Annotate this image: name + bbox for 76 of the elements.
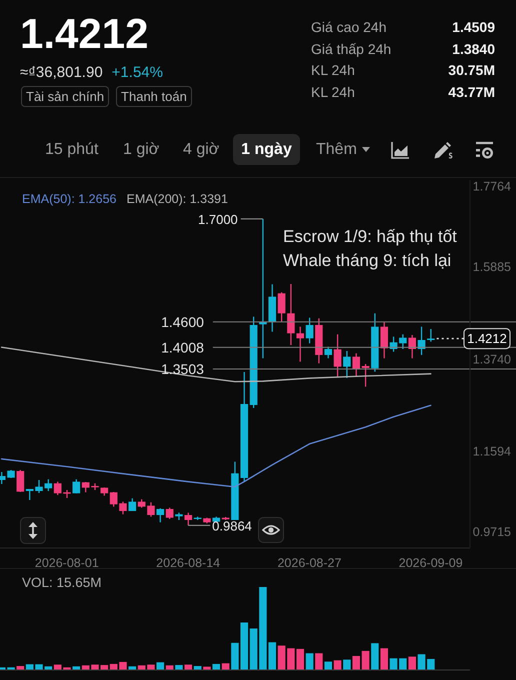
text: Thanh toán <box>121 89 187 104</box>
x-tick-label: 2026-08-14 <box>156 556 220 570</box>
chart-title: VOL: 15.65M <box>22 575 102 590</box>
text: 1 ngày <box>241 140 292 160</box>
y-tick-label: 1.1594 <box>472 444 512 459</box>
text: 30.75M <box>448 62 495 78</box>
candlestick <box>380 321 388 359</box>
candlestick <box>324 346 332 359</box>
text: KL 24h <box>311 84 355 100</box>
y-tick-label: 0.9715 <box>472 525 512 540</box>
text: 15 phút <box>45 140 98 160</box>
bar <box>324 662 332 670</box>
bar <box>240 622 248 670</box>
text: EMA(200): 1.3391 <box>126 192 228 207</box>
candlestick <box>296 326 304 362</box>
x-tick-label: 2026-09-09 <box>398 556 463 570</box>
candlestick <box>166 507 174 520</box>
bar <box>334 660 342 670</box>
x-tick-label: 2026-08-01 <box>34 556 99 570</box>
bar <box>203 666 211 670</box>
text: Giá cao 24h <box>311 19 386 35</box>
x-tick-label: 2026-08-27 <box>277 556 342 570</box>
candlestick <box>334 334 342 378</box>
bar <box>362 650 370 670</box>
annotation: Escrow 1/9: hấp thụ tốt <box>283 227 457 246</box>
candlestick <box>184 512 192 526</box>
text: Thêm <box>316 140 357 160</box>
bar <box>184 664 192 670</box>
bar <box>231 642 239 670</box>
text: 1 giờ <box>123 140 160 160</box>
text: 43.77M <box>448 84 495 100</box>
bar <box>408 656 416 670</box>
text: EMA(50): 1.2656 <box>22 192 116 207</box>
candlestick <box>362 363 370 388</box>
bar <box>380 648 388 670</box>
text: +1.54% <box>112 64 163 81</box>
candlestick <box>306 317 314 344</box>
text: KL 24h <box>311 62 355 78</box>
text: ≈₫36,801.90 <box>20 64 103 81</box>
candlestick <box>128 498 136 512</box>
y-tick-label: 1.3740 <box>472 352 512 366</box>
bar <box>296 648 304 670</box>
candlestick <box>352 352 360 378</box>
candlestick <box>287 283 295 346</box>
bar <box>352 656 360 670</box>
bar <box>343 660 351 670</box>
annotation: 1.7000 <box>198 212 238 227</box>
bar <box>268 642 276 670</box>
candlestick <box>408 334 416 359</box>
candlestick <box>156 508 164 523</box>
text: 1.4509 <box>452 19 495 35</box>
y-tick-label: 1.5885 <box>472 260 512 274</box>
y-tick-label: 1.7764 <box>472 180 512 194</box>
annotation: Whale tháng 9: tích lại <box>283 251 452 270</box>
bar <box>306 653 314 670</box>
text: 1.3840 <box>452 40 495 56</box>
annotation: 1.3503 <box>161 361 204 378</box>
bar <box>315 653 323 670</box>
line-series <box>0 404 432 488</box>
annotation: 1.4600 <box>161 314 204 330</box>
annotation: 1.4212 <box>467 331 507 346</box>
text: Tài sản chính <box>26 89 104 104</box>
candlestick <box>418 326 426 356</box>
annotation: 0.9864 <box>212 518 252 534</box>
text: Giá thấp 24h <box>311 40 392 56</box>
bar <box>371 643 379 670</box>
candlestick <box>427 328 435 342</box>
bar <box>175 665 183 670</box>
candlestick <box>278 292 286 322</box>
bar <box>212 664 220 670</box>
candlestick <box>16 469 24 493</box>
text: 4 giờ <box>183 140 220 160</box>
candlestick <box>72 478 80 494</box>
annotation: 1.4008 <box>161 339 204 356</box>
text: 1.4212 <box>20 10 148 57</box>
candlestick <box>343 350 351 379</box>
